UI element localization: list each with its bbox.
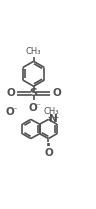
Text: CH₃: CH₃ xyxy=(26,47,41,56)
Text: O: O xyxy=(44,148,53,158)
Text: N: N xyxy=(49,114,58,124)
Text: O: O xyxy=(52,88,61,98)
Text: O: O xyxy=(5,107,14,117)
Text: O: O xyxy=(29,103,38,113)
Text: ⁻: ⁻ xyxy=(36,103,40,112)
Text: O: O xyxy=(6,88,15,98)
Text: CH₃: CH₃ xyxy=(43,107,59,116)
Text: +: + xyxy=(52,113,58,122)
Text: ⁻: ⁻ xyxy=(12,106,17,115)
Text: S: S xyxy=(30,88,38,98)
